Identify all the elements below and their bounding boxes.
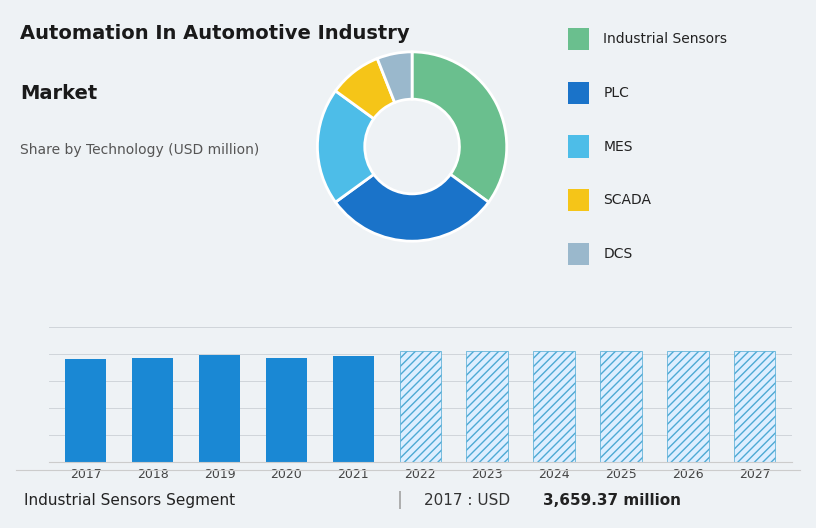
Bar xyxy=(333,356,374,462)
Wedge shape xyxy=(412,52,507,202)
Bar xyxy=(467,351,508,462)
Bar xyxy=(199,355,240,462)
Wedge shape xyxy=(377,52,412,102)
Text: |: | xyxy=(397,491,403,510)
Text: SCADA: SCADA xyxy=(603,193,651,207)
Bar xyxy=(534,351,574,462)
Bar xyxy=(400,351,441,462)
FancyBboxPatch shape xyxy=(568,189,589,212)
Bar xyxy=(266,357,307,462)
Bar xyxy=(601,351,641,462)
Text: Share by Technology (USD million): Share by Technology (USD million) xyxy=(20,143,259,157)
Bar xyxy=(132,357,173,462)
Text: 2017 : USD: 2017 : USD xyxy=(424,493,516,508)
FancyBboxPatch shape xyxy=(568,135,589,158)
Bar xyxy=(65,359,107,462)
Text: MES: MES xyxy=(603,139,632,154)
Text: Market: Market xyxy=(20,83,98,102)
FancyBboxPatch shape xyxy=(568,242,589,265)
Bar xyxy=(667,351,708,462)
FancyBboxPatch shape xyxy=(568,28,589,51)
Wedge shape xyxy=(335,59,395,119)
Text: Automation In Automotive Industry: Automation In Automotive Industry xyxy=(20,24,410,43)
Wedge shape xyxy=(317,91,374,202)
Text: DCS: DCS xyxy=(603,247,632,261)
Text: PLC: PLC xyxy=(603,86,629,100)
Text: Industrial Sensors: Industrial Sensors xyxy=(603,32,727,46)
Text: 3,659.37 million: 3,659.37 million xyxy=(543,493,681,508)
Wedge shape xyxy=(335,174,489,241)
FancyBboxPatch shape xyxy=(568,81,589,104)
Bar xyxy=(734,351,775,462)
Text: Industrial Sensors Segment: Industrial Sensors Segment xyxy=(24,493,236,508)
